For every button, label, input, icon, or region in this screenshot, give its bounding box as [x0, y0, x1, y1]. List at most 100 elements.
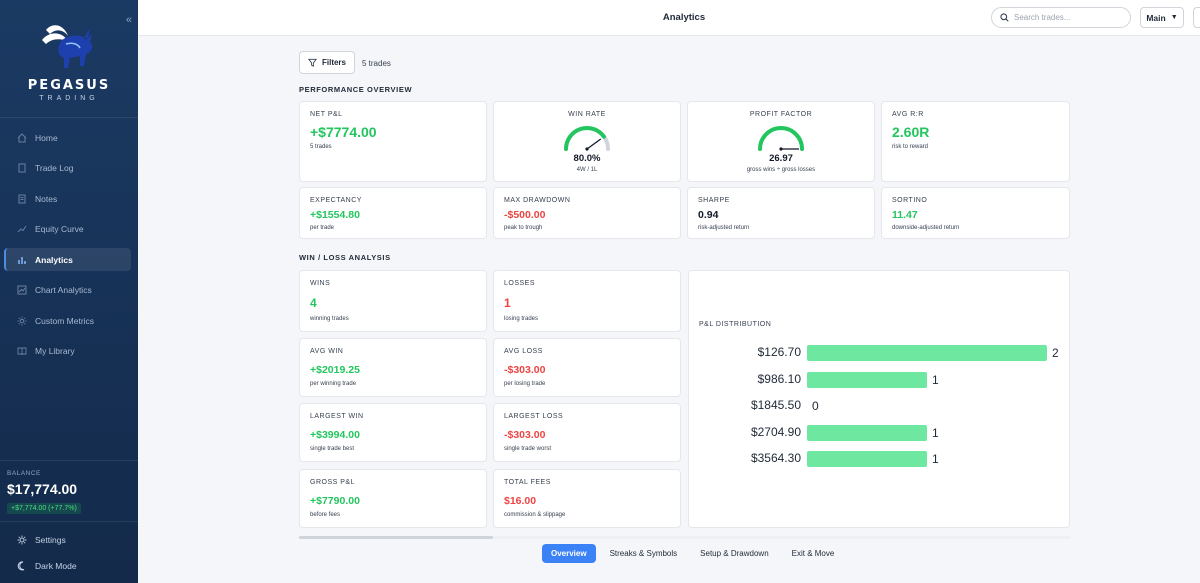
card-label: NET P&L	[310, 111, 343, 118]
analytics-tabs: Overview Streaks & Symbols Setup & Drawd…	[542, 544, 848, 563]
card-value: -$303.00	[504, 429, 546, 441]
sidebar-item-chart-analytics[interactable]: Chart Analytics	[4, 279, 131, 302]
scrollbar-thumb[interactable]	[299, 536, 493, 539]
collapse-sidebar-icon[interactable]: «	[125, 14, 132, 26]
bar-chart-icon	[16, 254, 28, 266]
chart-icon	[16, 284, 28, 296]
distribution-bar	[807, 371, 927, 388]
card-value: 1	[504, 296, 511, 310]
home-icon	[16, 132, 28, 144]
card-subtext: risk to reward	[892, 144, 929, 150]
balance-panel: BALANCE $17,774.00 +$7,774.00 (+77.7%)	[7, 470, 81, 515]
card-subtext: single trade best	[310, 446, 355, 452]
card-value: +$3994.00	[310, 429, 360, 441]
sortino-card: SORTINO 11.47 downside-adjusted return	[881, 187, 1070, 239]
bar-value-label: 1	[932, 425, 939, 440]
card-value: 4	[310, 296, 317, 310]
card-value: 26.97	[769, 153, 793, 164]
sidebar-item-custom-metrics[interactable]: Custom Metrics	[4, 309, 131, 332]
card-value: 2.60R	[892, 124, 930, 140]
notes-icon	[16, 193, 28, 205]
account-label: Main	[1146, 12, 1166, 23]
brand-subtitle: TRADING	[39, 95, 99, 102]
dark-mode-toggle[interactable]: Dark Mode	[4, 554, 131, 577]
book-icon	[16, 345, 28, 357]
sidebar-item-label: Notes	[35, 193, 58, 204]
winloss-section-title: WIN / LOSS ANALYSIS	[299, 253, 391, 262]
card-subtext: 5 trades	[310, 144, 332, 150]
card-value: -$500.00	[504, 209, 546, 221]
bar-value-label: 0	[812, 399, 819, 413]
card-subtext: per losing trade	[504, 381, 546, 387]
sidebar-item-equity-curve[interactable]: Equity Curve	[4, 218, 131, 241]
balance-value: $17,774.00	[7, 481, 78, 497]
search-input[interactable]	[1014, 13, 1124, 22]
search-box[interactable]	[991, 7, 1131, 28]
sidebar-item-trade-log[interactable]: Trade Log	[4, 157, 131, 180]
losses-card: LOSSES 1 losing trades	[493, 270, 681, 332]
trade-count: 5 trades	[362, 59, 391, 68]
gauge-hub	[779, 147, 783, 151]
bar-value-label: 2	[1052, 346, 1059, 360]
tab-exit-move[interactable]: Exit & Move	[791, 549, 835, 558]
logo: PEGASUS TRADING	[0, 20, 138, 102]
bar-category-label: $3564.30	[750, 451, 801, 465]
card-value: +$7790.00	[310, 495, 360, 507]
card-subtext: single trade worst	[504, 446, 552, 452]
card-label: PROFIT FACTOR	[749, 111, 813, 118]
card-value: +$1554.80	[310, 209, 360, 221]
card-subtext: risk-adjusted return	[698, 225, 750, 231]
avg-loss-card: AVG LOSS -$303.00 per losing trade	[493, 338, 681, 397]
bar-category-label: $2704.90	[750, 424, 801, 439]
sidebar-item-label: My Library	[35, 346, 75, 356]
settings-button[interactable]: Settings	[4, 528, 131, 551]
bar-category-label: $1845.50	[750, 398, 801, 412]
sidebar-nav: Home Trade Log Notes Equity Curve Analyt…	[4, 126, 131, 370]
avg-rr-card: AVG R:R 2.60R risk to reward	[881, 101, 1070, 182]
net-pnl-card: NET P&L +$7774.00 5 trades	[299, 101, 487, 182]
header-extra-button[interactable]	[1193, 7, 1200, 28]
sidebar-item-home[interactable]: Home	[4, 126, 131, 149]
max-drawdown-card: MAX DRAWDOWN -$500.00 peak to trough	[493, 187, 681, 239]
card-label: LARGEST WIN	[310, 413, 364, 420]
sidebar-item-my-library[interactable]: My Library	[4, 340, 131, 363]
sharpe-card: SHARPE 0.94 risk-adjusted return	[687, 187, 875, 239]
card-label: MAX DRAWDOWN	[504, 197, 571, 204]
performance-section-title: PERFORMANCE OVERVIEW	[299, 85, 413, 94]
sidebar-item-label: Equity Curve	[35, 224, 84, 234]
sidebar-divider	[0, 460, 138, 461]
card-label: SHARPE	[698, 197, 730, 204]
card-value: -$303.00	[504, 364, 546, 376]
card-value: 11.47	[892, 209, 918, 221]
sidebar-item-notes[interactable]: Notes	[4, 187, 131, 210]
settings-label: Settings	[35, 534, 66, 545]
tab-setup-drawdown[interactable]: Setup & Drawdown	[700, 549, 769, 558]
card-value: $16.00	[504, 495, 537, 507]
card-label: AVG LOSS	[504, 348, 543, 355]
page-title: Analytics	[662, 12, 706, 23]
card-label: LOSSES	[504, 280, 536, 287]
card-subtext: downside-adjusted return	[892, 225, 960, 231]
tab-streaks-symbols[interactable]: Streaks & Symbols	[609, 549, 678, 558]
gauge-needle	[586, 138, 602, 150]
card-label: AVG WIN	[310, 348, 344, 355]
account-selector[interactable]: Main ▼	[1140, 7, 1184, 28]
card-value: +$7774.00	[310, 124, 377, 140]
tab-overview[interactable]: Overview	[542, 544, 596, 563]
sidebar-item-analytics[interactable]: Analytics	[4, 248, 131, 271]
filter-icon	[307, 58, 317, 67]
gross-pnl-card: GROSS P&L +$7790.00 before fees	[299, 469, 487, 528]
sidebar-item-label: Chart Analytics	[35, 285, 92, 295]
horizontal-scrollbar[interactable]	[299, 536, 1071, 539]
card-label: TOTAL FEES	[504, 479, 551, 486]
filters-button[interactable]: Filters	[299, 51, 355, 74]
card-value: 0.94	[698, 209, 719, 221]
profit-factor-gauge	[688, 122, 874, 152]
wins-card: WINS 4 winning trades	[299, 270, 487, 332]
gauge-hub	[585, 147, 589, 151]
brand-name: PEGASUS	[27, 78, 111, 93]
largest-win-card: LARGEST WIN +$3994.00 single trade best	[299, 403, 487, 462]
chevron-down-icon: ▼	[1170, 14, 1178, 21]
avg-win-card: AVG WIN +$2019.25 per winning trade	[299, 338, 487, 397]
sidebar-bottom-nav: Settings Dark Mode	[4, 528, 131, 580]
